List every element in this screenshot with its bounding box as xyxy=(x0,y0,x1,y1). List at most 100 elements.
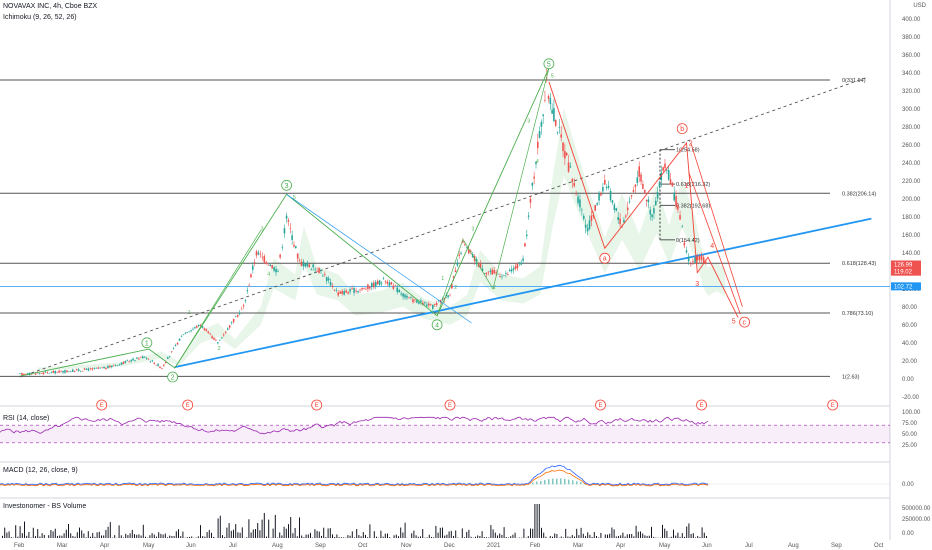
macd-histogram-bar xyxy=(616,484,618,485)
volume-bar xyxy=(228,523,230,538)
candle-body xyxy=(605,187,608,189)
volume-bar xyxy=(208,529,210,538)
macd-histogram-bar xyxy=(608,483,610,485)
macd-histogram-bar xyxy=(340,484,342,485)
candle-body xyxy=(85,368,88,370)
candle-body xyxy=(598,193,600,201)
candle-body xyxy=(696,256,699,261)
candle-body xyxy=(335,289,338,291)
volume-bar xyxy=(94,536,96,538)
price-tick-label: 220.00 xyxy=(902,179,921,185)
candle-body xyxy=(615,208,618,211)
rsi-band xyxy=(0,425,890,443)
candle-body xyxy=(460,253,462,254)
candle-body xyxy=(246,290,249,292)
candle-body xyxy=(244,300,247,302)
price-tick-label: 140.00 xyxy=(902,251,921,257)
candle-body xyxy=(685,250,688,253)
volume-bar xyxy=(136,534,138,538)
candle-body xyxy=(396,287,399,293)
volume-bar xyxy=(301,535,303,538)
volume-bar xyxy=(171,535,173,538)
candle-body xyxy=(66,370,68,373)
candle-body xyxy=(34,373,37,375)
volume-bar xyxy=(593,532,595,538)
candle-body xyxy=(565,152,568,156)
green-wave-label: 5 xyxy=(547,61,551,68)
candle-body xyxy=(138,358,140,360)
time-tick-label: Apr xyxy=(100,543,109,549)
volume-bar xyxy=(686,526,688,538)
candle-body xyxy=(21,373,23,376)
volume-bar xyxy=(281,535,283,538)
candle-body xyxy=(408,297,410,298)
candle-body xyxy=(456,262,459,266)
earnings-marker xyxy=(311,399,323,411)
candle-body xyxy=(586,228,589,232)
volume-bar xyxy=(325,537,327,538)
rsi-tick-label: 25.00 xyxy=(902,443,918,449)
volume-bar xyxy=(690,534,692,538)
candle-body xyxy=(107,366,109,369)
macd-histogram-bar xyxy=(560,478,562,485)
candle-body xyxy=(447,295,449,298)
volume-bar xyxy=(571,535,573,538)
volume-bar xyxy=(437,532,439,538)
candle-body xyxy=(176,342,179,345)
candle-body xyxy=(485,272,488,275)
candle-body xyxy=(250,274,252,278)
candle-body xyxy=(153,363,156,365)
volume-bar xyxy=(316,530,318,538)
volume-bar xyxy=(402,532,404,538)
candle-body xyxy=(279,254,281,258)
candle-body xyxy=(252,265,254,270)
candle-body xyxy=(130,360,132,362)
price-tick-label: 180.00 xyxy=(902,215,921,221)
volume-bar xyxy=(257,523,259,538)
macd-histogram-bar xyxy=(536,481,538,485)
volume-bar xyxy=(622,532,624,538)
volume-bar xyxy=(57,536,58,538)
fib-level-label: 0.786(73.10) xyxy=(842,311,873,317)
volume-bar xyxy=(24,521,25,538)
candle-body xyxy=(508,269,511,272)
volume-bar xyxy=(380,530,382,538)
candle-body xyxy=(226,328,229,330)
volume-bar xyxy=(552,536,553,538)
volume-bar xyxy=(294,527,296,538)
volume-bar xyxy=(369,524,371,538)
volume-bar xyxy=(543,532,545,538)
volume-bar xyxy=(538,504,540,538)
candle-body xyxy=(238,312,241,315)
candle-body xyxy=(70,371,72,373)
volume-bar xyxy=(587,532,589,538)
candle-body xyxy=(623,220,625,223)
candle-body xyxy=(575,193,577,195)
volume-bar xyxy=(127,535,129,538)
macd-histogram-bar xyxy=(356,484,358,485)
candle-body xyxy=(363,288,365,289)
candle-body xyxy=(308,264,311,268)
candle-body xyxy=(374,281,377,287)
price-tick-label: 280.00 xyxy=(902,125,921,131)
candle-body xyxy=(19,373,21,374)
candle-body xyxy=(306,262,309,266)
volume-bar xyxy=(569,536,571,538)
candle-body xyxy=(394,285,397,287)
candle-body xyxy=(554,119,557,126)
volume-bar xyxy=(620,535,622,538)
candle-body xyxy=(359,289,361,291)
volume-bar xyxy=(332,534,333,538)
volume-bar xyxy=(670,536,672,538)
volume-bar xyxy=(299,517,300,538)
volume-label: Investonomer - BS Volume xyxy=(3,503,87,510)
candle-body xyxy=(310,269,313,270)
candle-body xyxy=(143,356,146,358)
candle-body xyxy=(182,334,185,336)
candle-body xyxy=(588,220,591,230)
volume-bar xyxy=(81,530,83,538)
volume-tick-label: 0.00 xyxy=(902,531,914,537)
candle-body xyxy=(283,228,286,234)
candle-body xyxy=(109,365,111,368)
